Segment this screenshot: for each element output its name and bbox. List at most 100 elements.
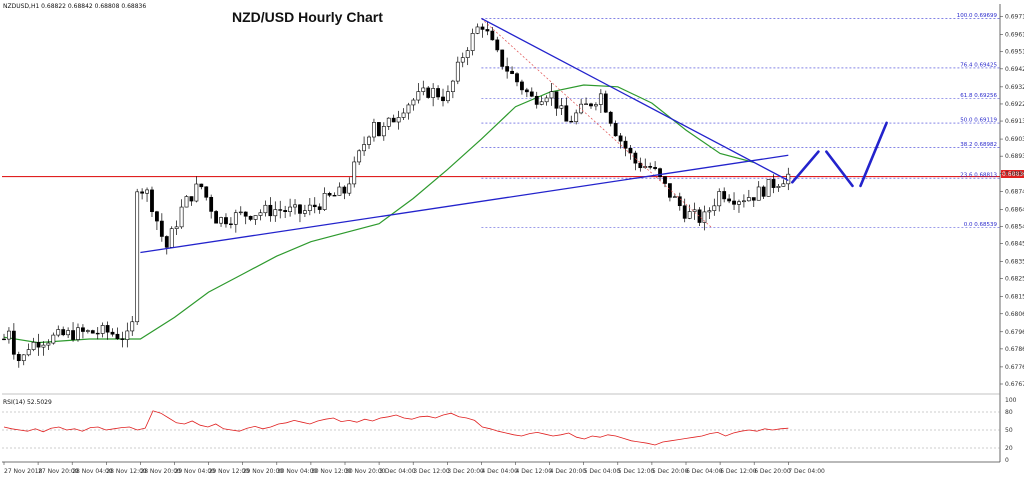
bull-candle — [273, 209, 278, 217]
bear-candle — [441, 96, 445, 102]
bull-candle — [455, 61, 460, 82]
bull-candle — [130, 321, 135, 332]
resistance-trend-line[interactable] — [481, 17, 789, 182]
time-tick-label: 28 Nov 20:00 — [140, 468, 181, 475]
bear-candle — [618, 135, 623, 142]
time-tick-label: 4 Dec 12:00 — [516, 468, 553, 475]
bear-candle — [426, 87, 431, 98]
price-tick-label: 0.69515 — [1005, 49, 1024, 56]
bull-candle — [258, 212, 263, 216]
bull-candle — [381, 126, 386, 137]
time-tick-label: 3 Dec 04:00 — [379, 468, 416, 475]
bear-candle — [71, 330, 75, 340]
bear-candle — [268, 204, 273, 217]
price-tick-label: 0.68640 — [1005, 206, 1024, 213]
bull-candle — [51, 334, 56, 344]
price-tick-label: 0.68350 — [1005, 259, 1024, 266]
time-tick-label: 28 Nov 04:00 — [72, 468, 113, 475]
bear-candle — [500, 49, 505, 67]
bear-candle — [771, 179, 776, 188]
bull-candle — [41, 344, 46, 348]
bear-candle — [589, 103, 593, 107]
fib-level-label: 0.0 0.68539 — [964, 222, 998, 228]
support-trend-line[interactable] — [140, 154, 789, 254]
price-tick-label: 0.67670 — [1005, 381, 1024, 388]
bear-candle — [243, 211, 248, 217]
fib-level-label: 100.0 0.69699 — [957, 13, 998, 19]
time-tick-label: 3 Dec 20:00 — [447, 468, 484, 475]
bear-candle — [391, 117, 396, 123]
price-tick-label: 0.69710 — [1005, 14, 1024, 21]
bear-candle — [115, 333, 120, 340]
bear-candle — [278, 209, 283, 211]
time-tick-label: 5 Dec 04:00 — [584, 468, 621, 475]
bear-candle — [564, 105, 569, 122]
bear-candle — [214, 211, 219, 224]
bear-candle — [155, 211, 159, 222]
bear-candle — [229, 223, 233, 225]
bear-candle — [105, 325, 110, 333]
bull-candle — [352, 161, 357, 185]
bear-candle — [520, 81, 524, 91]
bear-candle — [554, 91, 559, 109]
price-tick-label: 0.69420 — [1005, 66, 1024, 73]
bull-candle — [450, 80, 455, 93]
bull-candle — [742, 200, 746, 203]
bear-candle — [638, 162, 643, 169]
bull-candle — [66, 330, 71, 336]
trend-lines[interactable] — [140, 17, 888, 254]
price-tick-label: 0.67865 — [1005, 346, 1024, 353]
projection-segment[interactable] — [859, 121, 888, 188]
rsi-label: RSI(14) 52.5029 — [3, 399, 52, 406]
bull-candle — [194, 183, 199, 202]
bull-candle — [712, 205, 717, 211]
bear-candle — [648, 166, 653, 168]
bull-candle — [238, 211, 243, 214]
bull-candle — [288, 206, 292, 212]
bear-candle — [248, 215, 253, 220]
bull-candle — [396, 117, 401, 123]
bull-candle — [786, 173, 791, 185]
axes: 0.69710 0.69610 0.69515 0.69420 0.69320 0.692… — [2, 4, 1024, 475]
bear-candle — [534, 95, 539, 105]
projection-segment[interactable] — [825, 150, 854, 188]
bull-candle — [46, 342, 51, 346]
projection-segment[interactable] — [790, 150, 820, 184]
time-tick-label: 27 Nov 20:00 — [38, 468, 79, 475]
bear-candle — [515, 73, 519, 83]
bull-candle — [26, 349, 31, 356]
bear-candle — [120, 338, 125, 340]
bear-candle — [529, 91, 534, 97]
rsi-level-label: 20 — [1005, 445, 1013, 452]
bear-candle — [603, 93, 608, 113]
bull-candle — [263, 204, 268, 214]
price-tick-label: 0.68740 — [1005, 188, 1024, 195]
price-tick-label: 0.67765 — [1005, 364, 1024, 371]
bear-candle — [224, 217, 228, 225]
rsi-line — [3, 410, 789, 446]
bear-candle — [342, 186, 347, 194]
bear-candle — [110, 331, 115, 335]
bear-candle — [524, 89, 529, 93]
bear-candle — [11, 330, 16, 355]
bull-candle — [781, 183, 786, 187]
price-tick-label: 0.67960 — [1005, 329, 1024, 336]
bull-candle — [386, 117, 391, 127]
time-tick-label: 28 Nov 12:00 — [106, 468, 147, 475]
time-tick-label: 27 Nov 2018 — [4, 468, 43, 475]
bull-candle — [322, 193, 327, 210]
bull-candle — [460, 57, 465, 63]
bear-candle — [81, 327, 85, 332]
bull-candle — [85, 330, 90, 332]
bull-candle — [707, 210, 712, 213]
bear-candle — [490, 30, 495, 41]
candles — [2, 21, 791, 368]
bull-candle — [539, 101, 544, 105]
bull-candle — [672, 196, 677, 198]
time-tick-label: 3 Dec 12:00 — [413, 468, 450, 475]
bull-candle — [401, 112, 406, 118]
bull-candle — [362, 144, 366, 152]
bear-candle — [61, 329, 66, 336]
bull-candle — [692, 209, 697, 212]
